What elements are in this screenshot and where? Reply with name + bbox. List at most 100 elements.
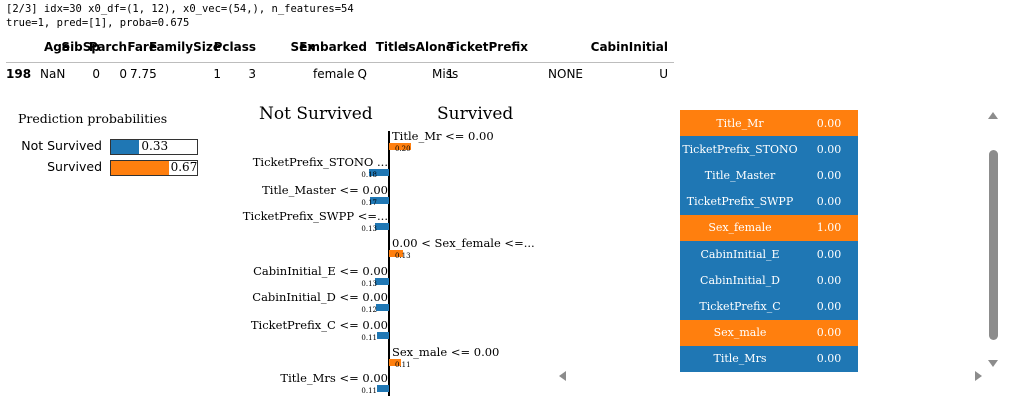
feature-value-row: TicketPrefix_SWPP 0.00 <box>680 188 858 215</box>
output-header-line-2: true=1, pred=[1], proba=0.675 <box>6 17 190 29</box>
feature-value-row: Title_Mrs 0.00 <box>680 345 858 372</box>
feature-value: 0.00 <box>816 168 842 182</box>
feature-value: 0.00 <box>816 326 842 340</box>
row-cell: 0 <box>92 67 100 81</box>
row-cell: 7.75 <box>130 67 157 81</box>
feature-bar <box>374 223 389 230</box>
probability-bar-box: 0.67 <box>110 160 198 176</box>
feature-value-row: CabinInitial_E 0.00 <box>680 240 858 268</box>
scroll-right-arrow-icon[interactable] <box>975 371 982 381</box>
probability-bar <box>111 140 140 154</box>
feature-value-row: TicketPrefix_C 0.00 <box>680 293 858 320</box>
row-cell: 1 <box>446 67 454 81</box>
scroll-up-arrow-icon[interactable] <box>988 112 998 119</box>
probability-value: 0.33 <box>141 139 169 153</box>
feature-weight: 0.17 <box>361 199 377 207</box>
feature-name: CabinInitial_E <box>700 247 780 261</box>
feature-weight: 0.13 <box>395 252 411 260</box>
feature-value: 0.00 <box>816 247 842 261</box>
feature-value-row: Sex_female 1.00 <box>680 214 858 241</box>
probability-bar-box: 0.33 <box>110 139 198 155</box>
feature-name: Sex_female <box>708 221 772 235</box>
column-header: IsAlone <box>404 40 454 54</box>
row-cell: 0 <box>119 67 127 81</box>
feature-label: Sex_male <= 0.00 <box>392 345 500 359</box>
scroll-down-arrow-icon[interactable] <box>988 360 998 367</box>
feature-label: Title_Master <= 0.00 <box>262 183 388 197</box>
output-header-line-1: [2/3] idx=30 x0_df=(1, 12), x0_vec=(54,)… <box>6 3 354 15</box>
feature-weight: 0.12 <box>361 306 377 314</box>
feature-name: Sex_male <box>713 326 767 340</box>
probability-label: Survived <box>47 159 102 174</box>
feature-weight: 0.18 <box>361 171 377 179</box>
dataframe-row: 198 NaN 0 0 7.75 1 3 female Q Miss 1 NONE U <box>6 67 674 85</box>
feature-weight: 0.13 <box>361 225 377 233</box>
row-cell: 1 <box>213 67 221 81</box>
column-header: FamilySize <box>148 40 221 54</box>
row-index: 198 <box>6 67 32 81</box>
feature-label: TicketPrefix_STONO ... <box>252 155 388 169</box>
feature-value: 0.00 <box>816 273 842 287</box>
feature-bar <box>376 332 389 339</box>
class-label-not-survived: Not Survived <box>259 104 373 124</box>
column-header: SibSp <box>61 40 100 54</box>
column-header: Fare <box>127 40 157 54</box>
feature-name: Title_Mrs <box>713 352 767 366</box>
vertical-scroll-thumb[interactable] <box>989 150 998 340</box>
feature-bar <box>369 169 389 176</box>
feature-label: CabinInitial_D <= 0.00 <box>252 290 388 304</box>
feature-label: Title_Mrs <= 0.00 <box>280 371 388 385</box>
feature-bar <box>375 304 389 311</box>
explanation-axis <box>388 131 390 396</box>
feature-bar <box>389 250 404 257</box>
probability-bar <box>111 161 169 175</box>
dataframe-divider <box>6 62 674 63</box>
horizontal-scrollbar[interactable] <box>555 368 985 384</box>
feature-value-row: Sex_male 0.00 <box>680 319 858 346</box>
feature-weight: 0.11 <box>395 361 411 369</box>
column-header: Parch <box>88 40 127 54</box>
feature-label: CabinInitial_E <= 0.00 <box>253 264 388 278</box>
feature-bar <box>376 385 389 392</box>
feature-bar <box>389 143 411 150</box>
feature-name: Title_Master <box>704 168 776 182</box>
feature-weight: 0.11 <box>361 387 377 395</box>
feature-value: 0.00 <box>816 116 842 130</box>
feature-name: TicketPrefix_SWPP <box>686 195 794 209</box>
dataframe-header: Age SibSp Parch Fare FamilySize Pclass Sex Emba… <box>6 40 674 58</box>
column-header: Embarked <box>299 40 367 54</box>
class-label-survived: Survived <box>437 104 514 124</box>
feature-name: CabinInitial_D <box>700 273 780 287</box>
feature-value-row: CabinInitial_D 0.00 <box>680 267 858 294</box>
feature-value: 0.00 <box>816 142 842 156</box>
row-cell: U <box>659 67 668 81</box>
feature-weight: 0.11 <box>361 334 377 342</box>
row-cell: Miss <box>432 67 459 81</box>
column-header: CabinInitial <box>590 40 668 54</box>
probability-label: Not Survived <box>21 138 102 153</box>
column-header: TicketPrefix <box>447 40 528 54</box>
feature-value: 1.00 <box>816 221 842 235</box>
row-cell: 3 <box>248 67 256 81</box>
feature-name: TicketPrefix_C <box>699 299 781 313</box>
feature-value-row: Title_Mr 0.00 <box>680 110 858 137</box>
feature-label: 0.00 < Sex_female <=... <box>392 236 535 250</box>
feature-weight: 0.20 <box>395 145 411 153</box>
feature-weight: 0.13 <box>361 280 377 288</box>
feature-bar <box>374 278 389 285</box>
feature-value: 0.00 <box>816 352 842 366</box>
column-header: Title <box>375 40 406 54</box>
feature-value: 0.00 <box>816 195 842 209</box>
probability-value: 0.67 <box>170 160 198 174</box>
feature-label: TicketPrefix_SWPP <=... <box>242 209 388 223</box>
feature-bar <box>389 359 402 366</box>
feature-value-row: Title_Master 0.00 <box>680 162 858 189</box>
column-header: Pclass <box>213 40 256 54</box>
vertical-scrollbar[interactable] <box>985 110 1001 372</box>
column-header: Sex <box>290 40 315 54</box>
column-header: Age <box>43 40 70 54</box>
prediction-probabilities-title: Prediction probabilities <box>18 111 168 126</box>
feature-value-row: TicketPrefix_STONO 0.00 <box>680 136 858 163</box>
feature-name: TicketPrefix_STONO <box>682 142 798 156</box>
scroll-left-arrow-icon[interactable] <box>559 371 566 381</box>
